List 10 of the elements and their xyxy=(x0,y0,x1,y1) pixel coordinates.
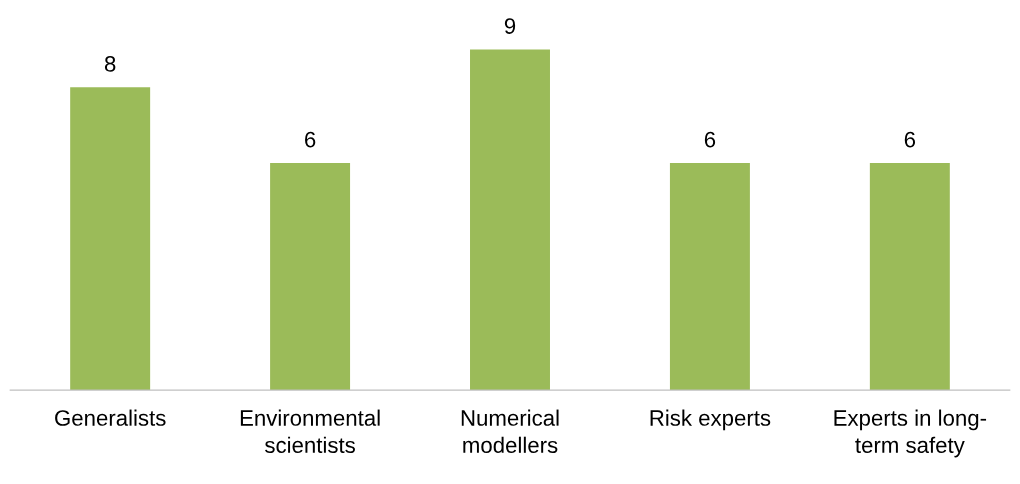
data-label: 9 xyxy=(504,18,516,34)
x-tick-label: Experts in long- term safety xyxy=(834,409,987,458)
data-label: 6 xyxy=(904,131,916,148)
data-label: 8 xyxy=(104,56,116,72)
data-label: 6 xyxy=(704,131,716,148)
x-tick-label: Generalists xyxy=(55,409,166,426)
x-tick-label: Environmental scientists xyxy=(240,409,380,454)
x-tick-label: Numerical modellers xyxy=(461,409,559,454)
x-tick-label: Risk experts xyxy=(650,409,771,431)
data-label: 6 xyxy=(305,131,316,148)
